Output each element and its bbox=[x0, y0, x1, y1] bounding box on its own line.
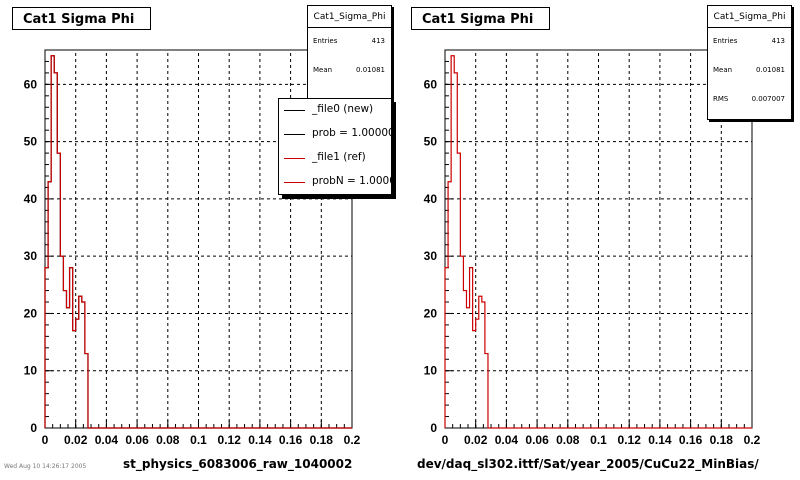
y-tick-label: 60 bbox=[424, 77, 438, 91]
legend-entry-file1: _file1 (ref) bbox=[279, 147, 391, 171]
legend-swatch bbox=[284, 134, 305, 135]
x-tick-label: 0.2 bbox=[744, 433, 761, 447]
left-stats-row-entries: Entries 413 bbox=[308, 28, 391, 57]
x-tick-label: 0.02 bbox=[464, 433, 488, 447]
x-tick-label: 0.14 bbox=[248, 433, 272, 447]
right-histogram-panel: 0 0.02 0.04 0.06 0.08 0.1 0.12 0.14 0.16 0.18 0.2 0… bbox=[424, 49, 761, 447]
legend-label: prob = 1.000000 bbox=[312, 127, 391, 139]
stats-value: 413 bbox=[371, 37, 385, 45]
y-tick-label: 50 bbox=[424, 135, 438, 149]
x-tick-label: 0.04 bbox=[495, 433, 519, 447]
y-tick-label: 20 bbox=[24, 306, 38, 320]
legend-entry-prob: prob = 1.000000 bbox=[279, 123, 391, 147]
right-stats-row-mean: Mean 0.01081 bbox=[708, 57, 791, 86]
x-tick-label: 0.2 bbox=[344, 433, 361, 447]
histogram-series-1 bbox=[44, 55, 352, 429]
stats-label: Entries bbox=[313, 37, 338, 45]
stats-value: 0.007007 bbox=[751, 95, 785, 103]
x-tick-label: 0.16 bbox=[679, 433, 703, 447]
left-stats-box: Cat1_Sigma_Phi Entries 413 Mean 0.01081 bbox=[307, 5, 392, 100]
legend: _file0 (new) prob = 1.000000 _file1 (ref… bbox=[278, 98, 392, 195]
right-x-axis-title: dev/daq_sl302.ittf/Sat/year_2005/CuCu22_… bbox=[417, 457, 759, 471]
x-tick-label: 0.16 bbox=[279, 433, 303, 447]
legend-swatch bbox=[284, 110, 305, 111]
y-tick-label: 0 bbox=[430, 421, 437, 435]
print-footer-text: Wed Aug 10 14:26:17 2005 bbox=[4, 463, 87, 470]
legend-label: probN = 1.000000 bbox=[312, 175, 391, 187]
stats-label: Mean bbox=[313, 66, 333, 74]
y-tick-label: 10 bbox=[424, 364, 438, 378]
x-tick-label: 0.18 bbox=[310, 433, 334, 447]
x-tick-label: 0.02 bbox=[64, 433, 88, 447]
x-tick-label: 0.1 bbox=[190, 433, 207, 447]
stats-value: 413 bbox=[771, 37, 785, 45]
legend-swatch bbox=[284, 182, 305, 183]
x-tick-label: 0 bbox=[442, 433, 449, 447]
y-tick-label: 10 bbox=[24, 364, 38, 378]
y-tick-label: 40 bbox=[424, 192, 438, 206]
x-tick-label: 0.14 bbox=[648, 433, 672, 447]
stats-value: 0.01081 bbox=[356, 66, 385, 74]
stats-label: RMS bbox=[713, 95, 729, 103]
left-stats-row-mean: Mean 0.01081 bbox=[308, 57, 391, 86]
right-stats-box: Cat1_Sigma_Phi Entries 413 Mean 0.01081 … bbox=[707, 5, 792, 120]
x-tick-label: 0.06 bbox=[125, 433, 149, 447]
legend-swatch bbox=[284, 158, 305, 159]
legend-label: _file0 (new) bbox=[312, 103, 374, 115]
right-chart-title: Cat1 Sigma Phi bbox=[411, 7, 550, 30]
right-stats-row-rms: RMS 0.007007 bbox=[708, 86, 791, 115]
x-tick-label: 0.04 bbox=[95, 433, 119, 447]
x-tick-label: 0.06 bbox=[525, 433, 549, 447]
x-tick-label: 0.1 bbox=[590, 433, 607, 447]
left-chart-title: Cat1 Sigma Phi bbox=[12, 7, 151, 30]
y-tick-label: 30 bbox=[24, 249, 38, 263]
x-tick-label: 0.12 bbox=[218, 433, 242, 447]
left-stats-title: Cat1_Sigma_Phi bbox=[308, 6, 391, 28]
stats-value: 0.01081 bbox=[756, 66, 785, 74]
x-tick-label: 0.08 bbox=[556, 433, 580, 447]
stats-label: Mean bbox=[713, 66, 733, 74]
x-tick-label: 0.12 bbox=[618, 433, 642, 447]
x-tick-label: 0.08 bbox=[156, 433, 180, 447]
stats-label: Entries bbox=[713, 37, 738, 45]
y-tick-label: 0 bbox=[30, 421, 37, 435]
legend-label: _file1 (ref) bbox=[312, 151, 366, 163]
y-tick-label: 50 bbox=[24, 135, 38, 149]
y-tick-label: 40 bbox=[24, 192, 38, 206]
y-tick-label: 60 bbox=[24, 77, 38, 91]
right-stats-row-entries: Entries 413 bbox=[708, 28, 791, 57]
legend-entry-probn: probN = 1.000000 bbox=[279, 171, 391, 194]
x-tick-label: 0 bbox=[42, 433, 49, 447]
y-tick-label: 30 bbox=[424, 249, 438, 263]
left-x-axis-title: st_physics_6083006_raw_1040002 bbox=[123, 457, 353, 471]
histogram-series-0 bbox=[444, 55, 752, 429]
y-tick-label: 20 bbox=[424, 306, 438, 320]
right-stats-title: Cat1_Sigma_Phi bbox=[708, 6, 791, 28]
legend-entry-file0: _file0 (new) bbox=[279, 99, 391, 123]
x-tick-label: 0.18 bbox=[710, 433, 734, 447]
